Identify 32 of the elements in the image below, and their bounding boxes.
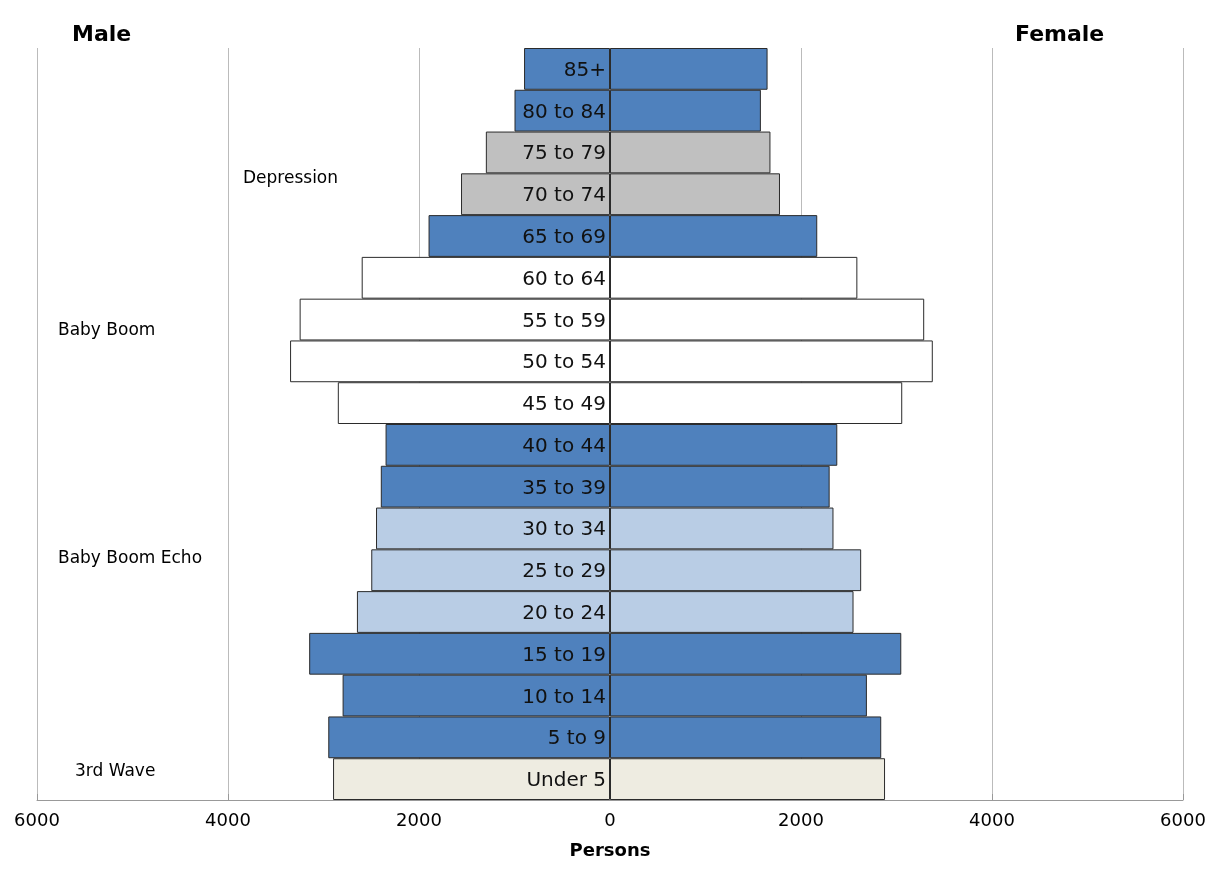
y-tick-label: 15 to 19	[522, 641, 606, 666]
y-tick-label: 20 to 24	[522, 600, 606, 624]
annotation: Depression	[243, 166, 339, 187]
y-tick-label: Under 5	[526, 767, 606, 792]
y-tick-label: 5 to 9	[547, 725, 606, 750]
y-tick-label: 70 to 74	[522, 182, 606, 207]
y-tick-label: 50 to 54	[522, 349, 606, 374]
annotation: Baby Boom	[58, 318, 156, 339]
annotation: Baby Boom Echo	[58, 546, 203, 567]
x-tick-label: 0	[604, 808, 616, 830]
y-tick-label: 45 to 49	[522, 391, 606, 416]
text: Female	[1015, 20, 1105, 46]
annotation: 3rd Wave	[75, 759, 156, 780]
y-tick-label: 40 to 44	[522, 432, 606, 457]
x-tick-label: 4000	[205, 808, 251, 830]
y-tick-label: 30 to 34	[522, 516, 606, 541]
y-tick-label: 80 to 84	[522, 98, 606, 123]
y-tick-label: 85+	[563, 56, 606, 81]
y-tick-label: 75 to 79	[522, 140, 606, 165]
y-tick-label: 10 to 14	[522, 683, 606, 708]
x-axis-title: Persons	[569, 838, 651, 860]
x-tick-label: 2000	[778, 808, 824, 830]
y-tick-label: 65 to 69	[522, 224, 606, 248]
y-tick-label: 55 to 59	[522, 307, 606, 332]
x-tick-label: 2000	[396, 808, 442, 830]
text: Male	[72, 20, 132, 46]
y-tick-label: 60 to 64	[522, 265, 606, 290]
x-tick-label: 6000	[14, 808, 60, 830]
y-tick-label: 25 to 29	[522, 558, 606, 583]
x-tick-label: 4000	[969, 808, 1015, 830]
y-tick-label: 35 to 39	[522, 474, 606, 499]
x-tick-label: 6000	[1160, 808, 1206, 830]
